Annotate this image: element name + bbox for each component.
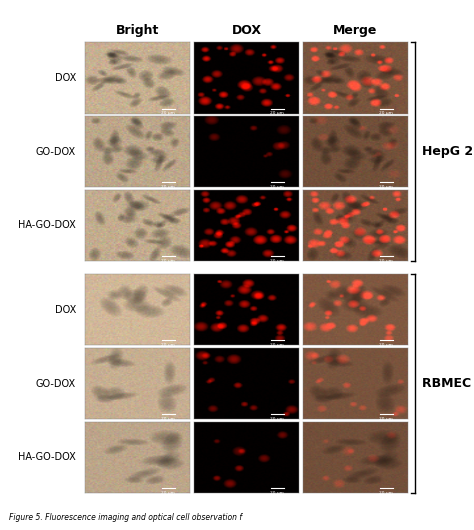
Text: Bright: Bright [116,24,159,37]
Text: 20 μm: 20 μm [270,417,284,421]
Text: RBMEC cells: RBMEC cells [422,377,474,390]
Text: HA-GO-DOX: HA-GO-DOX [18,220,76,231]
Text: DOX: DOX [55,73,76,83]
Text: DOX: DOX [231,24,262,37]
Text: Merge: Merge [333,24,378,37]
Text: 20 μm: 20 μm [270,343,284,347]
Text: 20 μm: 20 μm [379,417,393,421]
Text: HA-GO-DOX: HA-GO-DOX [18,452,76,462]
Text: DOX: DOX [55,305,76,315]
Text: 20 μm: 20 μm [161,417,175,421]
Text: 20 μm: 20 μm [161,111,175,116]
Text: 20 μm: 20 μm [270,491,284,494]
Text: 20 μm: 20 μm [161,185,175,189]
Text: 20 μm: 20 μm [379,343,393,347]
Text: 20 μm: 20 μm [379,259,393,263]
Text: 20 μm: 20 μm [379,185,393,189]
Text: 20 μm: 20 μm [270,111,284,116]
Text: 20 μm: 20 μm [161,343,175,347]
Text: 20 μm: 20 μm [379,491,393,494]
Text: 20 μm: 20 μm [379,111,393,116]
Text: 20 μm: 20 μm [161,491,175,494]
Text: 20 μm: 20 μm [161,259,175,263]
Text: GO-DOX: GO-DOX [36,147,76,157]
Text: GO-DOX: GO-DOX [36,378,76,388]
Text: 20 μm: 20 μm [270,259,284,263]
Text: HepG 2 cells: HepG 2 cells [422,145,474,158]
Text: Figure 5. Fluorescence imaging and optical cell observation f: Figure 5. Fluorescence imaging and optic… [9,513,243,522]
Text: 20 μm: 20 μm [270,185,284,189]
